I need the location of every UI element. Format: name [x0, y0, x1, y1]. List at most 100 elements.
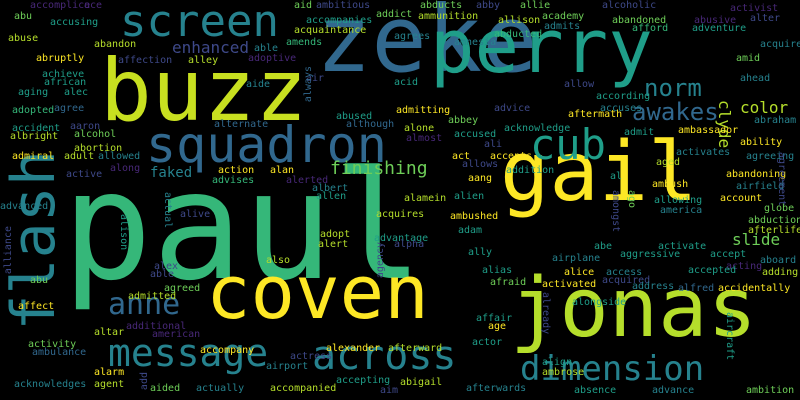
cloud-word: coven: [206, 250, 429, 336]
cloud-word: account: [720, 193, 763, 204]
cloud-word: addition: [506, 165, 555, 176]
cloud-word: additional: [126, 321, 187, 332]
cloud-word: ali: [484, 139, 503, 150]
cloud-word: abuse: [8, 33, 39, 44]
cloud-word: alec: [64, 87, 89, 98]
cloud-word: allie: [520, 0, 551, 11]
cloud-word: alice: [564, 267, 595, 278]
cloud-word: accused: [454, 129, 497, 140]
cloud-word: accusing: [50, 17, 99, 28]
cloud-word: advises: [212, 175, 255, 186]
cloud-word: air: [306, 73, 325, 84]
cloud-word: paul: [62, 140, 424, 314]
cloud-word: buzz: [100, 41, 308, 141]
cloud-word: alien: [454, 191, 485, 202]
cloud-word: adam: [458, 225, 483, 236]
cloud-word: allison: [498, 15, 541, 26]
cloud-word: abducts: [420, 0, 463, 11]
cloud-word: alan: [270, 165, 295, 176]
cloud-word: action: [218, 165, 255, 176]
cloud-word: afraid: [490, 277, 527, 288]
cloud-word: abu: [30, 275, 49, 286]
cloud-word: zeke: [316, 0, 538, 93]
cloud-word: along: [110, 163, 141, 174]
cloud-word: abe: [594, 241, 613, 252]
cloud-word: actor: [472, 337, 503, 348]
cloud-word: academy: [542, 11, 585, 22]
cloud-word: ambushed: [450, 211, 499, 222]
cloud-word: abandon: [94, 39, 137, 50]
cloud-word: amongst: [610, 190, 621, 233]
cloud-word: al: [610, 171, 623, 182]
cloud-word: actual: [162, 192, 173, 229]
cloud-word: active: [66, 169, 103, 180]
cloud-word: affect: [18, 301, 55, 312]
cloud-word: african: [44, 77, 87, 88]
cloud-word: alcoholic: [602, 0, 657, 11]
cloud-word: allowing: [654, 195, 703, 206]
cloud-word: alamein: [404, 193, 447, 204]
cloud-word: activate: [658, 241, 707, 252]
cloud-word: allow: [564, 79, 595, 90]
cloud-word: although: [346, 119, 395, 130]
cloud-word: alpha: [394, 239, 425, 250]
cloud-word: perry: [430, 4, 653, 90]
cloud-word: gail: [500, 125, 698, 220]
cloud-word: airfield: [736, 181, 785, 192]
cloud-word: adopt: [320, 229, 351, 240]
cloud-word: airport: [266, 361, 309, 372]
cloud-word: anne: [108, 287, 181, 322]
cloud-word: affair: [476, 313, 513, 324]
cloud-word: acquire: [760, 39, 800, 50]
cloud-word: abused: [336, 111, 373, 122]
cloud-word: alexander: [326, 343, 381, 354]
cloud-word: abortion: [74, 143, 123, 154]
cloud-word: allows: [462, 159, 499, 170]
cloud-word: advanced: [0, 201, 49, 212]
cloud-word: allen: [316, 191, 347, 202]
cloud-word: always: [303, 66, 314, 103]
cloud-word: clyde: [715, 100, 734, 149]
cloud-word: adding: [762, 267, 799, 278]
cloud-word: alison: [118, 214, 129, 251]
cloud-word: absence: [574, 385, 617, 396]
cloud-word: dimension: [520, 349, 705, 389]
cloud-word: screen: [120, 0, 279, 47]
cloud-word: abandoned: [612, 15, 667, 26]
cloud-word: agrees: [394, 31, 431, 42]
cloud-word: ally: [468, 247, 493, 258]
cloud-word: faked: [150, 165, 193, 181]
cloud-word: amid: [736, 53, 761, 64]
cloud-word: abduction: [748, 215, 800, 226]
cloud-word: america: [660, 205, 703, 216]
cloud-word: aging: [18, 87, 49, 98]
cloud-word: agency: [375, 242, 386, 279]
cloud-word: advice: [494, 103, 531, 114]
cloud-word: cub: [530, 120, 606, 169]
cloud-word: accidentally: [718, 283, 791, 294]
cloud-word: address: [632, 281, 675, 292]
cloud-word: agreeing: [746, 151, 795, 162]
cloud-word: accept: [710, 249, 747, 260]
cloud-word: acid: [394, 77, 419, 88]
cloud-word: agreed: [164, 283, 201, 294]
cloud-word: addict: [376, 9, 413, 20]
cloud-word: admitting: [396, 105, 451, 116]
cloud-word: abraham: [754, 115, 797, 126]
cloud-word: ability: [740, 137, 783, 148]
cloud-word: already: [540, 292, 551, 335]
cloud-word: agreement: [776, 152, 787, 207]
cloud-word: adventure: [692, 23, 747, 34]
cloud-word: afterward: [388, 343, 443, 354]
cloud-word: aggressive: [620, 249, 681, 260]
cloud-word: finishing: [330, 158, 428, 179]
cloud-word: alex: [154, 261, 179, 272]
cloud-word: abby: [476, 0, 501, 11]
cloud-word: abducted: [494, 29, 543, 40]
cloud-word: ace: [84, 0, 103, 11]
cloud-word: also: [266, 255, 291, 266]
cloud-word: globe: [764, 203, 795, 214]
cloud-word: altar: [94, 327, 125, 338]
cloud-word: admitted: [128, 291, 177, 302]
